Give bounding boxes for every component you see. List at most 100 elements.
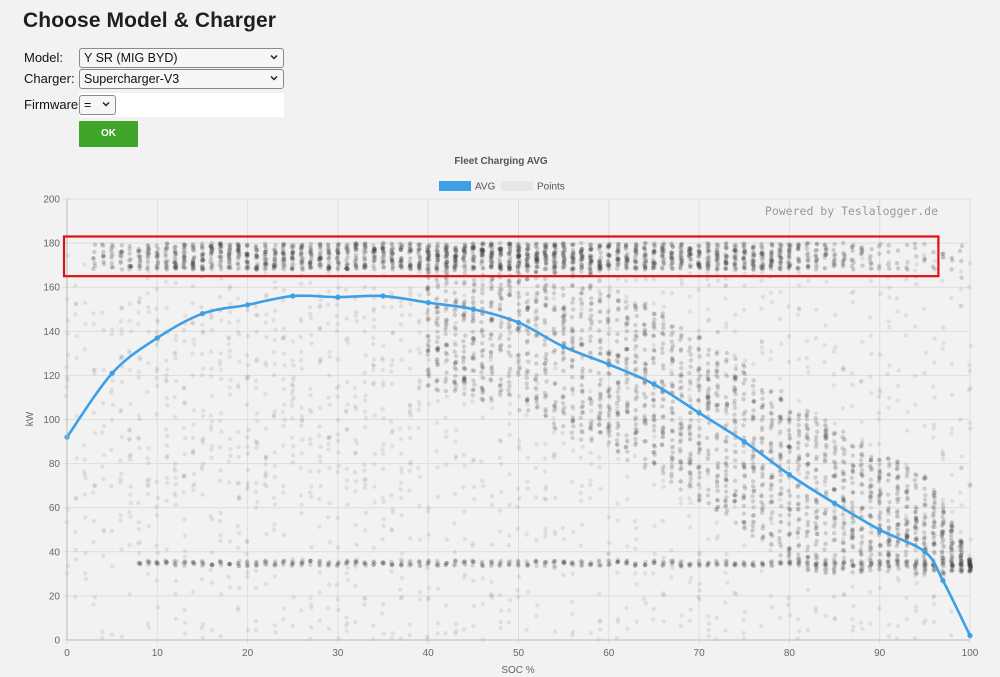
scatter-point <box>282 267 287 272</box>
scatter-point <box>199 464 204 470</box>
scatter-point <box>181 261 186 266</box>
scatter-point <box>588 560 594 565</box>
scatter-point <box>380 447 385 452</box>
legend-avg-swatch[interactable] <box>439 181 471 191</box>
scatter-point <box>173 280 178 286</box>
scatter-point <box>336 464 342 469</box>
legend-avg-label[interactable]: AVG <box>475 182 496 193</box>
scatter-point <box>200 265 205 270</box>
scatter-point <box>190 260 196 265</box>
scatter-point <box>136 520 141 525</box>
scatter-point <box>172 414 178 420</box>
scatter-point <box>489 364 495 369</box>
scatter-point <box>362 528 368 533</box>
scatter-point <box>714 478 720 484</box>
scatter-point <box>228 284 233 289</box>
scatter-point <box>587 396 592 402</box>
scatter-point <box>426 357 432 362</box>
scatter-point <box>461 349 467 354</box>
scatter-point <box>697 470 702 475</box>
scatter-point <box>399 512 404 518</box>
scatter-point <box>551 296 556 301</box>
scatter-point <box>101 262 107 267</box>
scatter-point <box>208 349 214 354</box>
scatter-point <box>461 509 467 514</box>
scatter-point <box>723 511 729 516</box>
scatter-point <box>706 404 711 409</box>
scatter-point <box>724 580 730 585</box>
scatter-point <box>752 489 757 494</box>
scatter-point <box>174 263 179 268</box>
scatter-point <box>136 560 141 566</box>
scatter-point <box>91 311 96 316</box>
scatter-point <box>253 505 259 510</box>
scatter-point <box>507 597 513 603</box>
scatter-point <box>118 318 124 324</box>
legend-points-swatch[interactable] <box>501 181 533 191</box>
scatter-point <box>543 526 548 531</box>
firmware-operator-select[interactable]: = <box>79 95 116 115</box>
scatter-point <box>706 347 712 353</box>
scatter-point <box>227 244 233 250</box>
scatter-point <box>688 500 693 505</box>
scatter-point <box>417 563 423 569</box>
scatter-point <box>688 484 693 489</box>
scatter-point <box>282 252 287 257</box>
scatter-point <box>670 437 675 443</box>
scatter-point <box>580 286 585 292</box>
scatter-point <box>786 246 792 252</box>
scatter-point <box>209 580 215 585</box>
scatter-point <box>796 542 802 548</box>
ok-button[interactable]: OK <box>79 121 138 147</box>
scatter-point <box>145 291 150 296</box>
scatter-point <box>769 258 775 263</box>
scatter-point <box>777 376 783 382</box>
scatter-point <box>291 243 296 248</box>
scatter-point <box>336 383 342 389</box>
legend-points-label[interactable]: Points <box>537 182 565 193</box>
scatter-point <box>678 347 684 352</box>
scatter-point <box>219 376 224 382</box>
scatter-point <box>822 360 827 365</box>
scatter-point <box>381 258 387 263</box>
scatter-point <box>632 360 638 365</box>
scatter-point <box>678 266 683 271</box>
scatter-point <box>606 414 612 419</box>
scatter-point <box>543 393 549 398</box>
scatter-point <box>353 248 358 253</box>
scatter-point <box>651 460 657 466</box>
scatter-point <box>443 331 448 337</box>
scatter-point <box>732 375 737 381</box>
scatter-point <box>797 307 802 312</box>
scatter-point <box>634 277 639 283</box>
scatter-point <box>813 605 819 611</box>
scatter-point <box>381 416 387 421</box>
scatter-point <box>651 570 656 576</box>
charger-select[interactable]: Supercharger-V3 <box>79 69 284 89</box>
scatter-point <box>289 266 295 272</box>
scatter-point <box>470 399 475 404</box>
model-select[interactable]: Y SR (MIG BYD) <box>79 48 284 68</box>
scatter-point <box>777 528 782 534</box>
scatter-point <box>570 404 575 409</box>
scatter-point <box>181 265 186 270</box>
scatter-point <box>309 545 314 550</box>
scatter-point <box>137 355 142 360</box>
scatter-point <box>589 419 594 424</box>
scatter-point <box>453 373 458 379</box>
scatter-point <box>651 423 657 429</box>
scatter-point <box>154 306 159 312</box>
scatter-point <box>136 435 141 440</box>
scatter-point <box>706 500 711 506</box>
scatter-point <box>679 465 684 471</box>
scatter-point <box>669 547 674 553</box>
scatter-point <box>679 360 684 366</box>
scatter-point <box>281 248 286 253</box>
scatter-point <box>506 326 511 331</box>
scatter-point <box>290 245 295 250</box>
scatter-point <box>146 559 151 564</box>
scatter-point <box>579 291 585 296</box>
scatter-point <box>553 270 558 275</box>
scatter-point <box>254 385 259 390</box>
scatter-point <box>659 265 665 270</box>
